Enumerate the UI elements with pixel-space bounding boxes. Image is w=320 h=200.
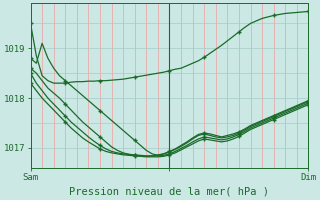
X-axis label: Pression niveau de la mer( hPa ): Pression niveau de la mer( hPa ) bbox=[69, 187, 269, 197]
